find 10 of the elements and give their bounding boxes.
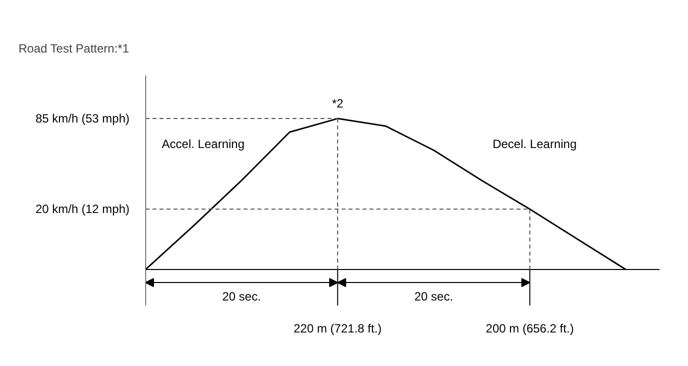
x-tick-label: 200 m (656.2 ft.) (486, 322, 574, 336)
text: *2 (332, 96, 344, 110)
ref-line-label: 20 km/h (12 mph) (35, 202, 130, 216)
text: 20 sec. (414, 290, 454, 304)
annotation: Accel. Learning (162, 137, 245, 152)
ref-line-label: 85 km/h (53 mph) (35, 112, 130, 126)
text: 20 sec. (222, 290, 261, 304)
chart-title: Road Test Pattern:*1 (18, 42, 130, 56)
x-tick-label: 220 m (721.8 ft.) (294, 322, 382, 336)
annotation: Decel. Learning (492, 137, 577, 152)
